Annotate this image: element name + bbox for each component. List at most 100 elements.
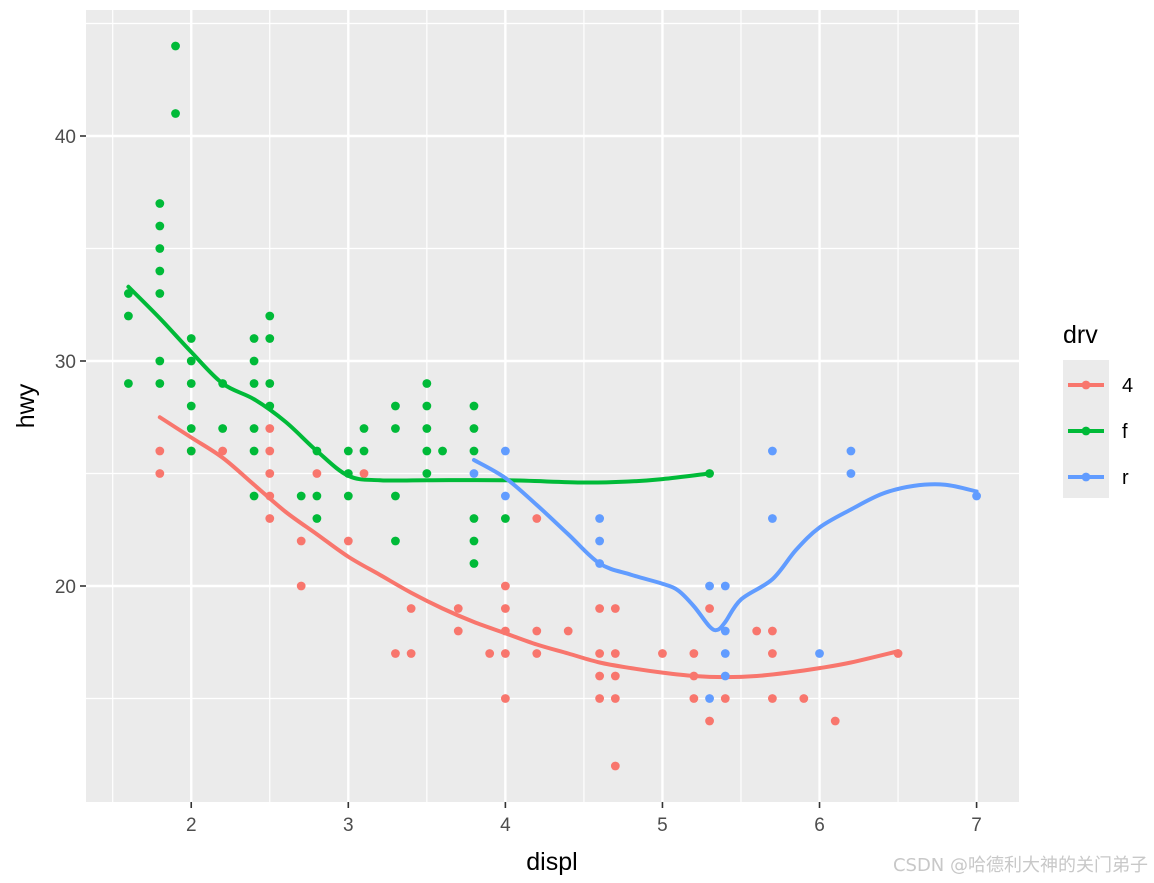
point-f: [124, 379, 133, 388]
point-f: [155, 379, 165, 388]
point-f: [218, 379, 228, 388]
legend-label-4: 4: [1122, 375, 1133, 397]
point-4: [689, 649, 699, 658]
point-4: [767, 649, 777, 658]
point-r: [815, 649, 824, 658]
point-4: [595, 649, 605, 658]
point-4: [296, 581, 306, 591]
x-tick-label: 2: [186, 815, 197, 836]
point-4: [532, 626, 542, 636]
point-4: [767, 626, 777, 636]
x-tick-label: 5: [657, 815, 668, 836]
point-4: [500, 694, 510, 703]
point-f: [171, 41, 180, 51]
legend-key-point-r: [1081, 472, 1091, 482]
point-4: [767, 694, 777, 703]
smooth-line-4: [157, 415, 901, 680]
point-f: [186, 401, 196, 411]
point-r: [595, 514, 605, 523]
point-r: [720, 581, 730, 591]
point-f: [155, 266, 165, 276]
point-r: [705, 581, 714, 591]
point-4: [893, 649, 903, 658]
point-f: [469, 424, 479, 433]
point-4: [265, 514, 275, 523]
point-4: [610, 671, 620, 681]
point-f: [391, 536, 400, 546]
point-r: [500, 446, 510, 456]
point-4: [265, 424, 275, 433]
point-f: [124, 311, 133, 321]
point-4: [218, 446, 228, 456]
legend-key-point-4: [1081, 380, 1091, 390]
point-4: [720, 694, 730, 703]
point-f: [312, 491, 322, 501]
point-4: [406, 604, 416, 613]
point-r: [720, 626, 730, 636]
point-f: [343, 446, 353, 456]
point-f: [186, 446, 196, 456]
y-tick-label: 40: [55, 127, 76, 148]
point-f: [359, 446, 369, 456]
point-f: [155, 199, 165, 208]
point-4: [265, 469, 275, 478]
point-f: [155, 289, 165, 298]
point-4: [689, 671, 699, 681]
point-f: [343, 491, 353, 501]
point-f: [186, 356, 196, 366]
point-4: [563, 626, 573, 636]
point-f: [249, 424, 259, 433]
point-f: [171, 109, 180, 118]
point-4: [532, 649, 542, 658]
watermark: CSDN @哈德利大神的关门弟子: [892, 855, 1148, 876]
point-4: [500, 626, 510, 636]
y-axis-title: hwy: [12, 383, 40, 428]
point-f: [500, 514, 510, 523]
point-f: [359, 424, 369, 433]
point-4: [485, 649, 495, 658]
major-gridlines: [86, 10, 1019, 802]
point-f: [249, 491, 259, 501]
point-4: [705, 716, 714, 726]
point-f: [265, 311, 275, 321]
point-f: [265, 334, 275, 343]
x-axis-title: displ: [526, 848, 577, 876]
x-tick-label: 4: [500, 815, 511, 836]
point-f: [422, 401, 432, 411]
point-r: [705, 694, 714, 703]
point-r: [500, 491, 510, 501]
point-4: [265, 491, 275, 501]
point-r: [595, 536, 605, 546]
point-f: [186, 424, 196, 433]
point-f: [265, 401, 275, 411]
point-4: [500, 604, 510, 613]
legend-title: drv: [1063, 321, 1098, 349]
point-f: [155, 356, 165, 366]
point-r: [767, 446, 777, 456]
point-4: [705, 604, 714, 613]
point-4: [453, 604, 463, 613]
point-4: [689, 694, 699, 703]
point-4: [312, 469, 322, 478]
point-f: [186, 334, 196, 343]
point-4: [500, 649, 510, 658]
point-f: [469, 514, 479, 523]
point-f: [265, 379, 275, 388]
x-tick-label: 7: [971, 815, 982, 836]
point-f: [312, 514, 322, 523]
point-f: [124, 289, 133, 298]
point-4: [532, 514, 542, 523]
x-tick-label: 6: [814, 815, 825, 836]
point-f: [155, 221, 165, 231]
point-f: [422, 469, 432, 478]
point-r: [972, 491, 981, 501]
point-r: [469, 469, 479, 478]
point-4: [500, 581, 510, 591]
point-f: [218, 424, 228, 433]
point-f: [422, 424, 432, 433]
point-4: [610, 649, 620, 658]
point-f: [391, 424, 400, 433]
point-4: [406, 649, 416, 658]
legend-label-r: r: [1122, 467, 1129, 489]
point-f: [249, 356, 259, 366]
